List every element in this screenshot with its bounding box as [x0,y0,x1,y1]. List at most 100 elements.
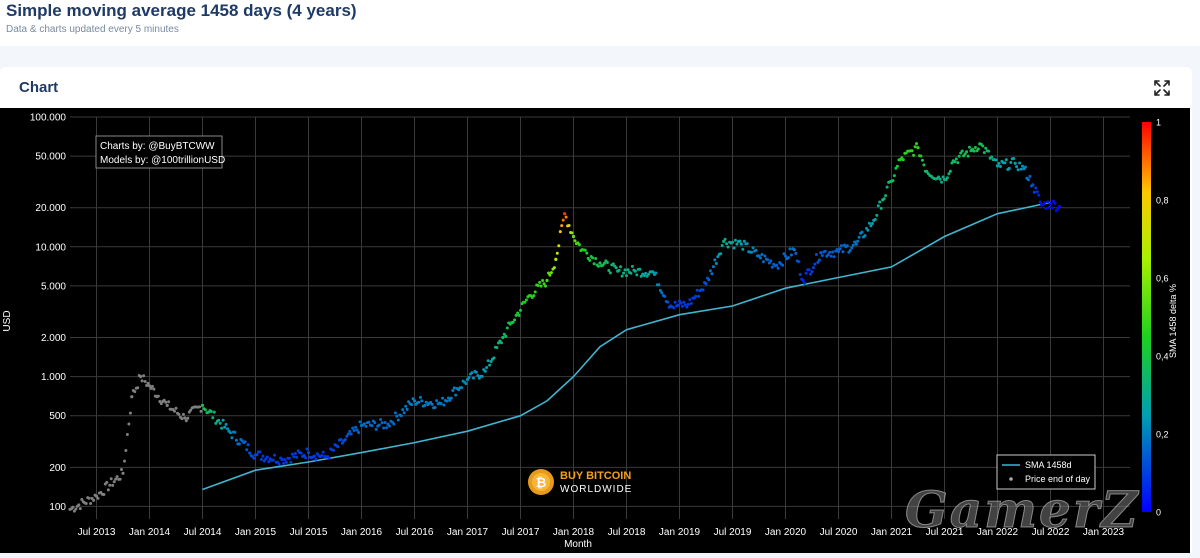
price-point [563,212,567,216]
x-tick-label: Jul 2020 [820,527,858,538]
price-point [1047,205,1051,209]
price-point [726,245,730,249]
price-point [869,224,873,228]
price-point [614,266,618,270]
price-point [1019,167,1023,171]
price-point [542,282,546,286]
price-point [973,146,977,149]
price-point [200,403,205,407]
price-point [981,144,985,148]
price-point [826,253,830,257]
price-point [177,412,181,416]
expand-icon[interactable] [1153,79,1171,97]
price-point [142,374,146,378]
price-point [781,263,785,267]
price-point [873,218,877,221]
price-point [314,457,318,461]
price-point [223,425,227,429]
credits-box: Charts by: @BuyBTCWW Models by: @100tril… [95,135,225,169]
price-point [814,253,818,256]
price-point [972,149,976,153]
price-point [804,271,808,275]
price-point [1016,168,1020,172]
svg-text:₿: ₿ [536,475,547,490]
colorbar-tick-label: 0,4 [1156,352,1169,362]
price-point [96,496,100,500]
price-point [754,248,758,252]
price-point [94,494,99,498]
logo: ₿ BUY BITCOIN WORLDWIDE [528,469,631,495]
price-point [841,250,845,254]
price-point [289,460,293,464]
price-point [707,278,711,282]
price-point [362,422,366,426]
price-point [876,204,880,208]
price-point [683,303,687,307]
price-point [277,462,281,466]
price-point [229,431,232,435]
price-point [102,493,106,496]
price-point [947,172,951,176]
price-point [850,246,854,250]
price-point [766,258,770,262]
price-point [128,411,132,415]
price-point [476,374,480,378]
price-point [617,268,621,272]
price-point [719,252,723,256]
price-point [505,326,509,330]
price-point [1004,158,1008,162]
price-point [538,280,542,284]
x-axis-label: Month [564,539,592,550]
legend[interactable]: SMA 1458d Price end of day [996,454,1096,490]
price-point [892,174,896,178]
price-point [445,399,449,403]
price-point [1026,178,1030,182]
price-point [72,509,76,513]
price-point [732,246,736,250]
price-point [820,254,824,257]
price-point [273,453,277,457]
price-point [915,142,918,146]
price-point [123,459,126,463]
price-point [953,160,957,164]
price-point [688,298,692,302]
price-point [629,271,633,275]
price-point [695,288,699,292]
price-point [417,400,421,404]
price-point [798,273,802,276]
price-point [588,258,592,262]
x-tick-label: Jul 2019 [714,527,752,538]
price-point [320,454,324,457]
price-point [776,266,780,270]
price-point [639,274,643,278]
colorbar-tick-label: 0,2 [1156,430,1169,440]
price-point [803,281,807,285]
price-point [788,247,792,251]
price-point [486,359,490,363]
price-point [514,313,518,317]
y-tick-label: 20.000 [35,203,66,214]
price-point [792,248,796,252]
colorbar-tick-label: 1 [1156,118,1161,128]
price-point [145,384,149,387]
price-point [302,453,306,457]
price-point [1056,207,1060,211]
price-point [723,237,727,241]
price-point [146,381,150,385]
price-point [467,376,471,379]
price-point [541,279,545,282]
price-point [786,256,790,260]
price-point [441,396,444,400]
price-point [583,248,587,252]
price-point [121,471,125,475]
price-point [495,346,499,349]
price-point [998,165,1002,168]
price-point [214,421,218,425]
price-point [108,483,112,487]
page-title: Simple moving average 1458 days (4 years… [6,1,357,20]
price-point [449,396,453,400]
price-point [735,242,739,246]
price-point [127,422,131,426]
price-point [80,498,84,501]
grid [70,116,1130,519]
